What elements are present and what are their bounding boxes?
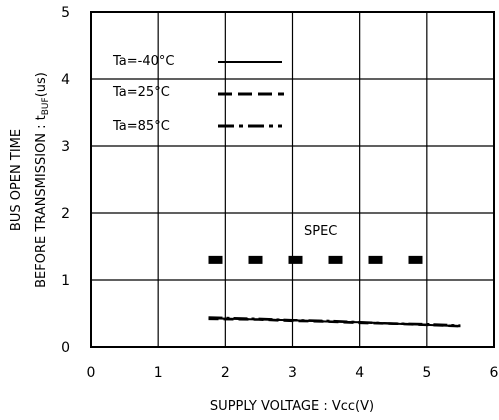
y-tick-label: 0 (61, 340, 70, 356)
series-layer (208, 255, 461, 328)
x-tick-label: 4 (355, 365, 364, 381)
x-tick-label: 0 (87, 365, 96, 381)
y-tick-label: 1 (61, 273, 70, 289)
y-tick-label: 5 (61, 5, 70, 21)
y-tick-label: 2 (61, 206, 70, 222)
x-tick-label: 6 (490, 365, 499, 381)
x-tick-label: 1 (154, 365, 163, 381)
y-axis-label-line2: BEFORE TRANSMISSION : tBUF(us) (34, 72, 51, 288)
legend: Ta=-40°C Ta=25°C Ta=85°C (112, 54, 284, 134)
spec-annotation: SPEC (304, 224, 337, 239)
legend-label-ta-40: Ta=-40°C (112, 54, 174, 69)
series-line-ta-85-c (208, 316, 461, 327)
y-tick-label: 3 (61, 139, 70, 155)
plot-frame (90, 11, 495, 348)
legend-label-ta25: Ta=25°C (112, 85, 170, 100)
x-tick-label: 2 (221, 365, 230, 381)
grid (91, 12, 494, 347)
y-tick-label: 4 (61, 72, 70, 88)
x-tick-label: 3 (288, 365, 297, 381)
x-tick-label: 5 (422, 365, 431, 381)
legend-label-ta85: Ta=85°C (112, 119, 170, 134)
y-axis-label-line1: BUS OPEN TIME (9, 129, 24, 231)
x-tick-labels: 0 1 2 3 4 5 6 (87, 365, 499, 381)
y-axis-label: BUS OPEN TIME BEFORE TRANSMISSION : tBUF… (9, 72, 51, 288)
y-tick-labels: 0 1 2 3 4 5 (61, 5, 70, 356)
x-axis-label: SUPPLY VOLTAGE : Vcc(V) (210, 399, 374, 414)
